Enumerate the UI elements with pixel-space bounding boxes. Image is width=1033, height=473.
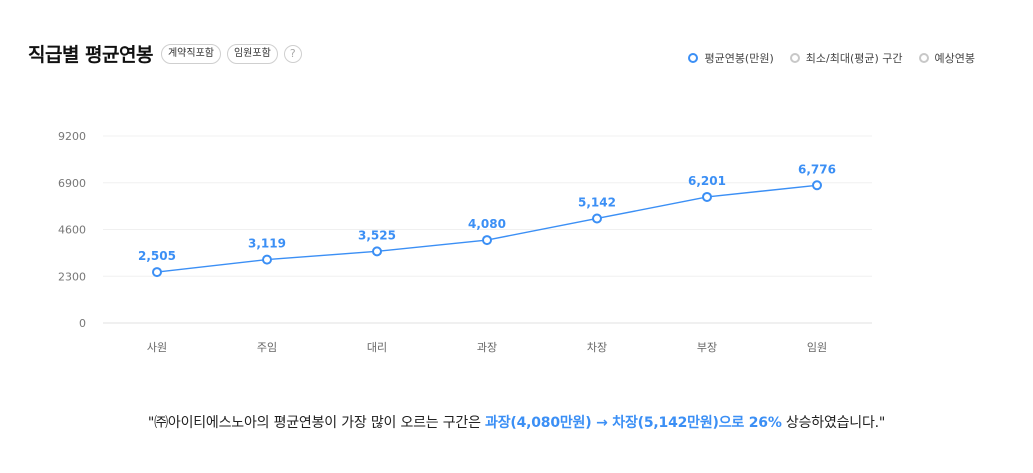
legend-item-average[interactable]: 평균연봉(만원) xyxy=(688,50,774,66)
executive-included-chip[interactable]: 임원포함 xyxy=(226,43,278,64)
y-tick-label: 9200 xyxy=(58,130,86,143)
data-point xyxy=(482,235,492,246)
data-point xyxy=(152,267,162,278)
y-tick-label: 6900 xyxy=(58,177,86,190)
legend-item-expected[interactable]: 예상연봉 xyxy=(918,50,975,66)
y-tick-label: 2300 xyxy=(58,270,86,283)
legend-marker-icon xyxy=(688,53,699,63)
data-label: 5,142 xyxy=(578,195,616,209)
summary-prefix: "㈜아이티에스노아의 평균연봉이 가장 많이 오르는 구간은 xyxy=(147,415,486,431)
x-tick-label: 사원 xyxy=(147,341,167,354)
x-tick-label: 과장 xyxy=(477,341,497,354)
x-tick-label: 부장 xyxy=(697,341,717,354)
summary-highlight: 과장(4,080만원) → 차장(5,142만원)으로 26% xyxy=(485,415,782,431)
legend-item-range[interactable]: 최소/최대(평균) 구간 xyxy=(789,50,903,66)
data-point xyxy=(702,191,712,202)
salary-line-chart: 9200 6900 4600 2300 0 사원 주임 대리 과장 차장 부장 임원 2,505 3,11… xyxy=(58,130,872,354)
legend-marker-icon xyxy=(789,53,800,63)
x-tick-label: 주임 xyxy=(257,341,277,354)
chart-header: 직급별 평균연봉 계약직포함 임원포함 ? xyxy=(28,40,302,67)
data-point xyxy=(812,180,822,191)
data-label: 4,080 xyxy=(468,217,506,231)
summary-suffix: 상승하였습니다." xyxy=(781,415,886,431)
legend-marker-icon xyxy=(918,53,929,63)
legend-label-average: 평균연봉(만원) xyxy=(704,52,774,65)
help-icon[interactable]: ? xyxy=(283,44,302,63)
data-point xyxy=(262,254,272,265)
data-point xyxy=(372,246,382,257)
page-title: 직급별 평균연봉 xyxy=(28,44,153,66)
y-tick-label: 0 xyxy=(79,317,86,330)
x-tick-label: 대리 xyxy=(367,341,387,354)
data-label: 3,119 xyxy=(248,237,286,251)
y-tick-label: 4600 xyxy=(58,224,86,237)
chart-legend: 평균연봉(만원) 최소/최대(평균) 구간 예상연봉 xyxy=(688,50,975,66)
x-tick-label: 차장 xyxy=(587,341,607,354)
x-tick-label: 임원 xyxy=(807,341,827,354)
data-point xyxy=(592,213,602,224)
legend-label-range: 최소/최대(평균) 구간 xyxy=(805,52,903,65)
contract-included-chip[interactable]: 계약직포함 xyxy=(160,43,221,64)
summary-text: "㈜아이티에스노아의 평균연봉이 가장 많이 오르는 구간은 과장(4,080만… xyxy=(0,412,1033,432)
legend-label-expected: 예상연봉 xyxy=(934,52,975,65)
data-label: 3,525 xyxy=(358,228,396,242)
data-label: 6,201 xyxy=(688,174,726,188)
data-label: 6,776 xyxy=(798,162,836,176)
data-label: 2,505 xyxy=(138,249,176,263)
